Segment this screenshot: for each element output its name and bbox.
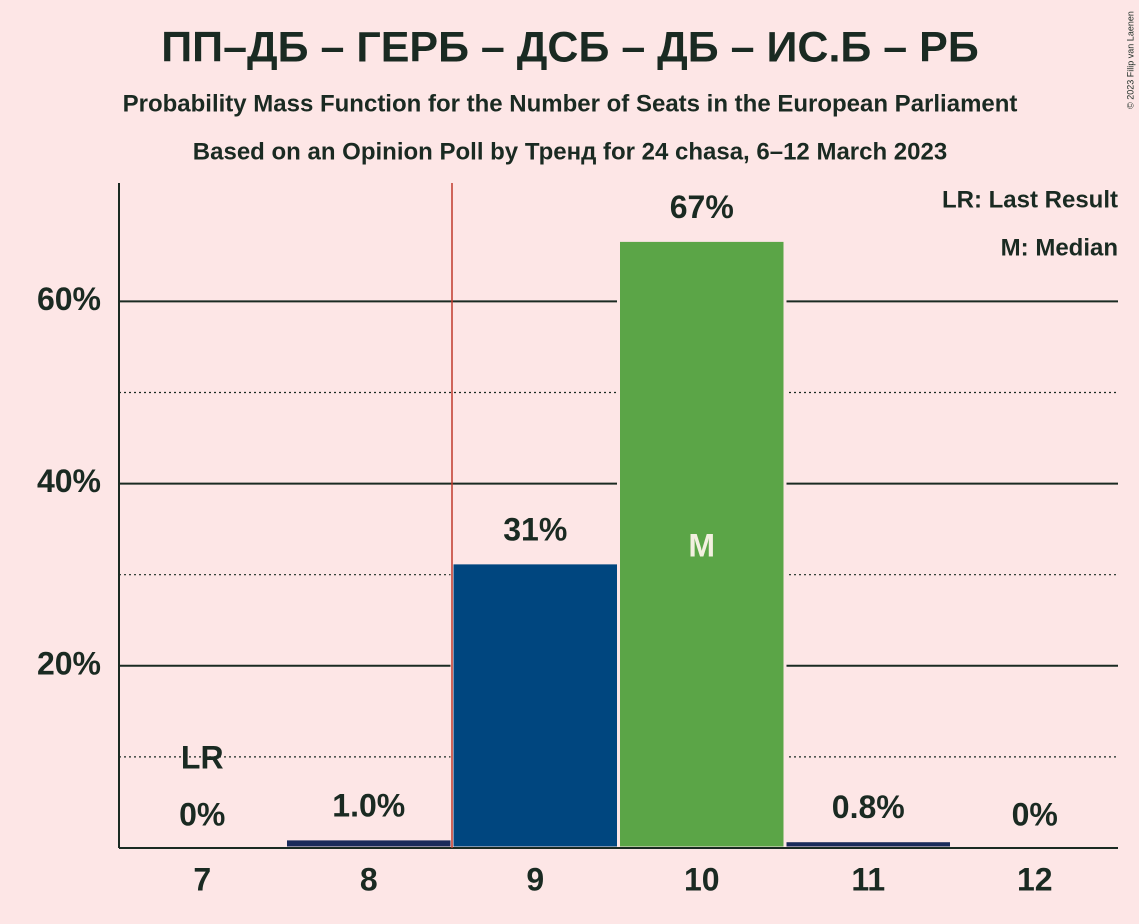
- value-label: 67%: [670, 189, 734, 225]
- legend-entry: LR: Last Result: [942, 186, 1118, 213]
- value-label: 0%: [1012, 796, 1058, 832]
- value-label: 31%: [503, 511, 567, 547]
- last-result-label: LR: [181, 739, 224, 775]
- bar: [783, 839, 953, 850]
- y-tick-label: 60%: [37, 281, 101, 317]
- copyright: © 2023 Filip van Laenen: [1125, 11, 1135, 109]
- bar: [450, 561, 620, 850]
- median-label: M: [688, 528, 715, 564]
- y-tick-label: 20%: [37, 645, 101, 681]
- value-label: 0.8%: [832, 789, 905, 825]
- chart-subtitle: Based on an Opinion Poll by Тренд for 24…: [193, 138, 947, 165]
- x-tick-label: 7: [193, 861, 211, 897]
- bar: [284, 837, 454, 850]
- bar: [617, 238, 787, 850]
- value-label: 1.0%: [332, 787, 405, 823]
- x-tick-label: 11: [851, 861, 885, 897]
- chart-title: ПП–ДБ – ГЕРБ – ДСБ – ДБ – ИС.Б – РБ: [161, 23, 978, 71]
- x-tick-label: 9: [526, 861, 544, 897]
- chart-subtitle: Probability Mass Function for the Number…: [123, 90, 1018, 117]
- legend-entry: M: Median: [1001, 234, 1118, 261]
- x-tick-label: 8: [360, 861, 378, 897]
- y-tick-label: 40%: [37, 463, 101, 499]
- x-tick-label: 12: [1017, 861, 1053, 897]
- x-tick-label: 10: [684, 861, 720, 897]
- value-label: 0%: [179, 796, 225, 832]
